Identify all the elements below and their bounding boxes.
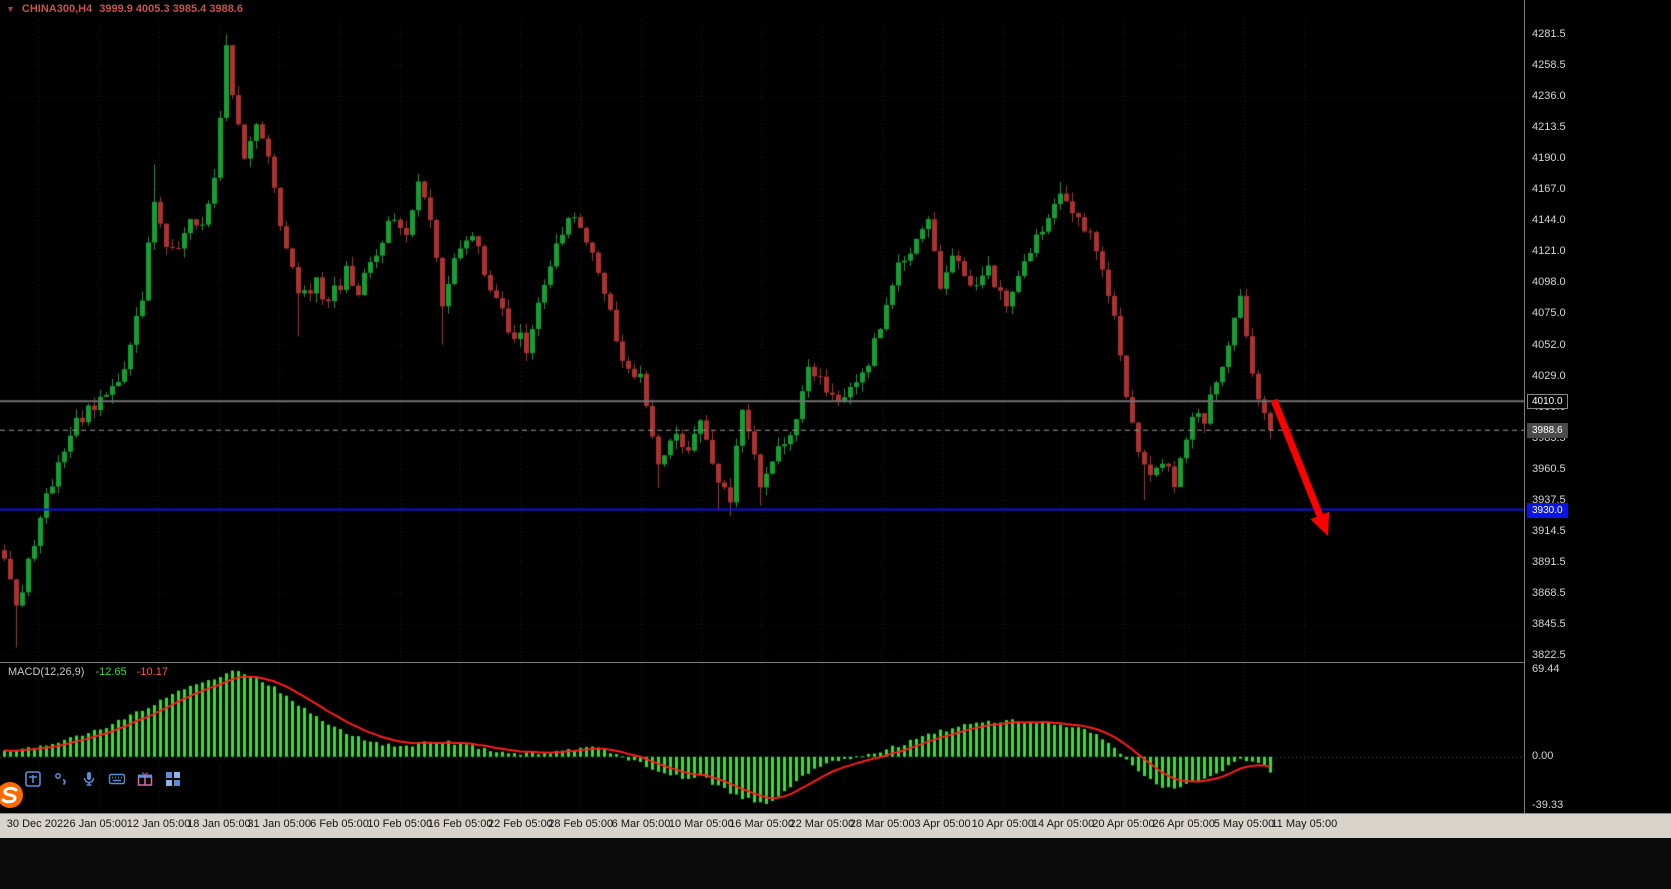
- price-tick-label: 3822.5: [1532, 649, 1566, 661]
- time-tick-label: 10 Apr 05:00: [971, 818, 1034, 830]
- macd-scale-label: 0.00: [1532, 749, 1554, 762]
- support-line-label[interactable]: 3930.0: [1527, 502, 1568, 518]
- time-tick-label: 26 Apr 05:00: [1152, 818, 1215, 830]
- time-tick-label: 22 Feb 05:00: [487, 818, 553, 830]
- time-tick-label: 12 Jan 05:00: [126, 818, 191, 830]
- trend-arrow-annotation[interactable]: [1256, 390, 1348, 550]
- punctuation-icon[interactable]: [52, 770, 70, 788]
- price-tick-label: 4098.0: [1532, 276, 1566, 289]
- microphone-icon[interactable]: [80, 770, 98, 788]
- price-tick-label: 4144.0: [1532, 214, 1566, 227]
- ime-toolbar: [24, 770, 182, 788]
- macd-scale-label: 69.44: [1532, 662, 1560, 675]
- price-tick-label: 4281.5: [1532, 28, 1566, 40]
- ohlc-values: 3999.9 4005.3 3985.4 3988.6: [99, 3, 243, 15]
- price-tick-label: 4121.0: [1532, 245, 1566, 258]
- price-tick-label: 3891.5: [1532, 555, 1566, 568]
- time-tick-label: 5 May 05:00: [1213, 818, 1275, 830]
- time-tick-label: 20 Apr 05:00: [1092, 818, 1155, 830]
- symbol-timeframe-label: CHINA300,H4: [21, 3, 93, 15]
- price-tick-label: 4213.5: [1532, 121, 1566, 134]
- time-tick-label: 28 Mar 05:00: [849, 818, 915, 830]
- time-tick-label: 6 Mar 05:00: [611, 818, 671, 830]
- time-tick-label: 10 Feb 05:00: [367, 818, 433, 830]
- time-tick-label: 3 Apr 05:00: [914, 818, 971, 830]
- apps-grid-icon[interactable]: [164, 770, 182, 788]
- price-tick-label: 3868.5: [1532, 586, 1566, 599]
- price-tick-label: 3914.5: [1532, 524, 1566, 537]
- price-tick-label: 4052.0: [1532, 338, 1566, 351]
- price-tick-label: 4258.5: [1532, 59, 1566, 72]
- time-tick-label: 28 Feb 05:00: [548, 818, 614, 830]
- price-tick-label: 4236.0: [1532, 90, 1566, 103]
- price-tick-label: 3845.5: [1532, 617, 1566, 630]
- time-tick-label: 31 Jan 05:00: [247, 818, 311, 830]
- price-tick-label: 4029.0: [1532, 369, 1566, 382]
- time-tick-label: 16 Mar 05:00: [729, 818, 795, 830]
- time-tick-label: 22 Mar 05:00: [789, 818, 855, 830]
- sogou-logo-icon[interactable]: [0, 781, 24, 809]
- time-tick-label: 16 Feb 05:00: [427, 818, 493, 830]
- price-scale[interactable]: 4281.5 4258.5 4236.0 4213.5 4190.0 4167.0 4144…: [1524, 0, 1671, 813]
- gift-icon[interactable]: [136, 770, 154, 788]
- macd-signal-value: -10.17: [136, 666, 168, 678]
- macd-main-value: -12.65: [95, 666, 127, 678]
- time-tick-label: 11 May 05:00: [1271, 818, 1338, 830]
- time-tick-label: 14 Apr 05:00: [1031, 818, 1095, 830]
- symbol-dropdown-icon[interactable]: ▼: [6, 3, 15, 14]
- price-tick-label: 4075.0: [1532, 307, 1566, 320]
- time-tick-label: 18 Jan 05:00: [187, 818, 251, 830]
- macd-indicator-canvas[interactable]: [0, 662, 1524, 813]
- window-bottom-area: [0, 838, 1671, 889]
- macd-label: MACD(12,26,9): [8, 666, 85, 678]
- bid-price-label: 3988.6: [1527, 423, 1568, 439]
- candlestick-chart-canvas[interactable]: [0, 20, 1524, 660]
- time-tick-label: 6 Jan 05:00: [69, 818, 128, 830]
- keyboard-icon[interactable]: [108, 770, 126, 788]
- resistance-line-label[interactable]: 4010.0: [1527, 394, 1568, 410]
- macd-scale-label: -39.33: [1532, 798, 1564, 811]
- time-tick-label: 30 Dec 2022: [6, 818, 70, 830]
- price-tick-label: 4190.0: [1532, 152, 1566, 165]
- time-tick-label: 6 Feb 05:00: [310, 818, 369, 830]
- ime-mode-icon[interactable]: [24, 770, 42, 788]
- price-tick-label: 4167.0: [1532, 183, 1566, 196]
- time-tick-label: 10 Mar 05:00: [668, 818, 734, 830]
- price-tick-label: 3960.5: [1532, 462, 1566, 475]
- chart-ohlc-header: ▼ CHINA300,H4 3999.9 4005.3 3985.4 3988.…: [6, 3, 243, 15]
- time-scale[interactable]: 30 Dec 2022 6 Jan 05:00 12 Jan 05:00 18 Jan…: [0, 813, 1671, 838]
- macd-indicator-header: MACD(12,26,9) -12.65 -10.17: [8, 666, 168, 678]
